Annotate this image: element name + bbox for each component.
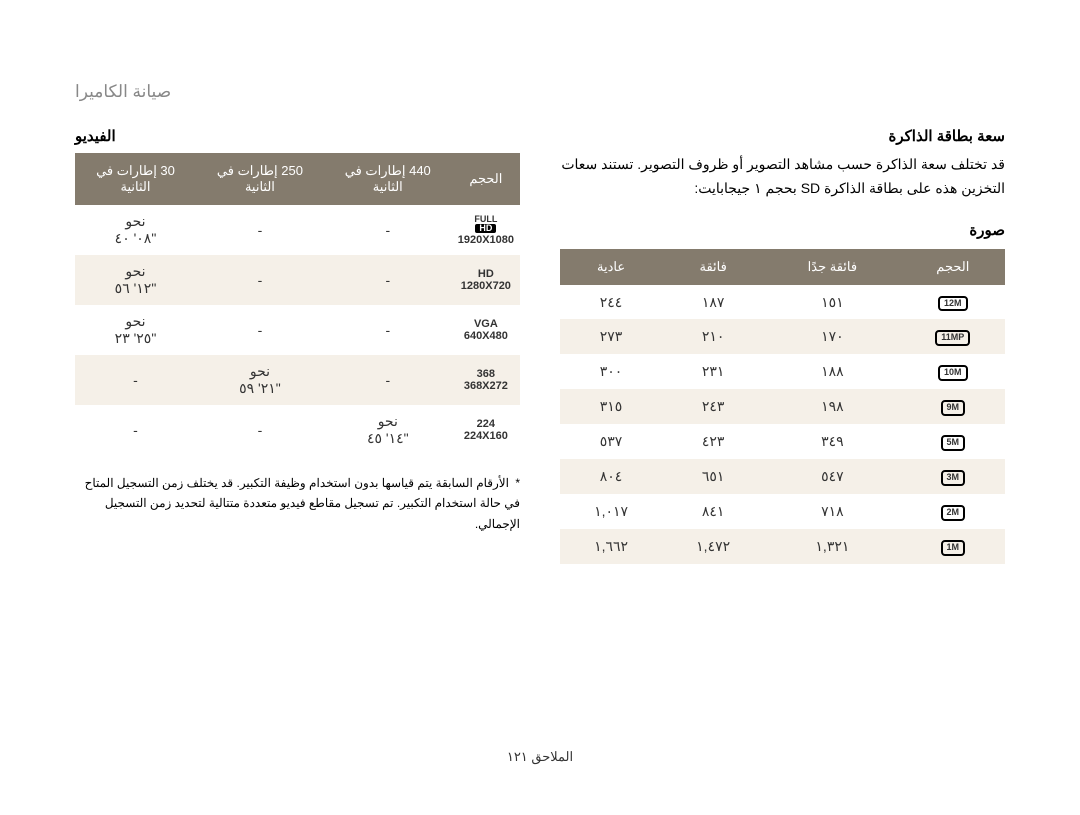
cell: -: [196, 405, 324, 455]
cell: -: [75, 405, 196, 455]
vid-th-30: 30 إطارات في الثانية: [75, 153, 196, 205]
cell: ١,٠١٧: [560, 494, 662, 529]
cell: -: [324, 355, 452, 405]
cell: ٦٥١: [662, 459, 764, 494]
memory-section-title: سعة بطاقة الذاكرة: [560, 127, 1005, 145]
size-icon: 5M: [941, 435, 966, 451]
table-row: 12M ١٥١ ١٨٧ ٢٤٤: [560, 285, 1005, 320]
cell: ٣٤٩: [764, 424, 900, 459]
cell: ١,٣٢١: [764, 529, 900, 564]
img-th-normal: عادية: [560, 249, 662, 285]
res-label: 1920X1080: [458, 234, 514, 246]
cell: ٣١٥: [560, 389, 662, 424]
table-row: 2M ٧١٨ ٨٤١ ١,٠١٧: [560, 494, 1005, 529]
cell: ١,٤٧٢: [662, 529, 764, 564]
cell: نحو١٤' ٤٥": [324, 405, 452, 455]
video-section-title: الفيديو: [75, 127, 520, 145]
cell: -: [196, 205, 324, 255]
size-icon: 12M: [938, 296, 968, 312]
footnote-text: الأرقام السابقة يتم قياسها بدون استخدام …: [85, 476, 520, 531]
cell: ٧١٨: [764, 494, 900, 529]
cell: -: [324, 255, 452, 305]
vid-th-250: 250 إطارات في الثانية: [196, 153, 324, 205]
size-icon: 9M: [941, 400, 966, 416]
table-row: 224 224X160 نحو١٤' ٤٥" - -: [75, 405, 520, 455]
cell: ٥٣٧: [560, 424, 662, 459]
size-icon: 10M: [938, 365, 968, 381]
res-label: 224X160: [464, 430, 508, 442]
cell: ١٨٧: [662, 285, 764, 320]
footnote-star: *: [515, 476, 520, 490]
cell: -: [324, 205, 452, 255]
res-label: 1280X720: [461, 280, 511, 292]
cell: ٨٤١: [662, 494, 764, 529]
table-row: VGA 640X480 - - نحو٢٥' ٢٣": [75, 305, 520, 355]
image-capacity-table: الحجم فائقة جدًا فائقة عادية 12M ١٥١ ١٨٧…: [560, 249, 1005, 564]
hd-icon: HD: [478, 268, 494, 280]
size-icon: 3M: [941, 470, 966, 486]
table-row: 11MP ١٧٠ ٢١٠ ٢٧٣: [560, 319, 1005, 354]
size-icon: 2M: [941, 505, 966, 521]
cell: -: [324, 305, 452, 355]
res224-icon: 224: [477, 418, 495, 430]
table-row: 368 368X272 - نحو٢١' ٥٩" -: [75, 355, 520, 405]
cell: ١٥١: [764, 285, 900, 320]
cell: نحو٢١' ٥٩": [196, 355, 324, 405]
cell: نحو٢٥' ٢٣": [75, 305, 196, 355]
vga-icon: VGA: [474, 318, 498, 330]
cell: ١٧٠: [764, 319, 900, 354]
footnote: * الأرقام السابقة يتم قياسها بدون استخدا…: [75, 473, 520, 534]
cell: نحو١٢' ٥٦": [75, 255, 196, 305]
cell: ٢٣١: [662, 354, 764, 389]
page-number: الملاحق ١٢١: [0, 749, 1080, 765]
video-capacity-table: الحجم 440 إطارات في الثانية 250 إطارات ف…: [75, 153, 520, 455]
table-row: 3M ٥٤٧ ٦٥١ ٨٠٤: [560, 459, 1005, 494]
cell: ٢٤٣: [662, 389, 764, 424]
res368-icon: 368: [477, 368, 495, 380]
cell: -: [196, 255, 324, 305]
vid-th-440: 440 إطارات في الثانية: [324, 153, 452, 205]
left-column: الفيديو الحجم 440 إطارات في الثانية 250 …: [75, 127, 520, 534]
cell: ١٨٨: [764, 354, 900, 389]
cell: ٢٤٤: [560, 285, 662, 320]
table-row: 9M ١٩٨ ٢٤٣ ٣١٥: [560, 389, 1005, 424]
table-row: 1M ١,٣٢١ ١,٤٧٢ ١,٦٦٢: [560, 529, 1005, 564]
table-row: HD 1280X720 - - نحو١٢' ٥٦": [75, 255, 520, 305]
cell: ٢٧٣: [560, 319, 662, 354]
table-row: 10M ١٨٨ ٢٣١ ٣٠٠: [560, 354, 1005, 389]
res-label: 368X272: [464, 380, 508, 392]
cell: نحو٠٨' ٤٠": [75, 205, 196, 255]
size-icon: 11MP: [935, 330, 970, 346]
cell: ٨٠٤: [560, 459, 662, 494]
table-row: FULLHD 1920X1080 - - نحو٠٨' ٤٠": [75, 205, 520, 255]
cell: ١٩٨: [764, 389, 900, 424]
cell: ٣٠٠: [560, 354, 662, 389]
img-th-superfine: فائقة جدًا: [764, 249, 900, 285]
img-th-fine: فائقة: [662, 249, 764, 285]
right-column: سعة بطاقة الذاكرة قد تختلف سعة الذاكرة ح…: [560, 127, 1005, 564]
cell: ٥٤٧: [764, 459, 900, 494]
page-title: صيانة الكاميرا: [75, 82, 171, 102]
fullhd-icon: FULLHD: [474, 215, 497, 233]
vid-th-size: الحجم: [452, 153, 520, 205]
cell: ١,٦٦٢: [560, 529, 662, 564]
memory-description: قد تختلف سعة الذاكرة حسب مشاهد التصوير أ…: [560, 153, 1005, 201]
image-subheading: صورة: [560, 221, 1005, 239]
img-th-size: الحجم: [901, 249, 1005, 285]
cell: -: [75, 355, 196, 405]
cell: ٢١٠: [662, 319, 764, 354]
cell: ٤٢٣: [662, 424, 764, 459]
cell: -: [196, 305, 324, 355]
table-row: 5M ٣٤٩ ٤٢٣ ٥٣٧: [560, 424, 1005, 459]
res-label: 640X480: [464, 330, 508, 342]
size-icon: 1M: [941, 540, 966, 556]
